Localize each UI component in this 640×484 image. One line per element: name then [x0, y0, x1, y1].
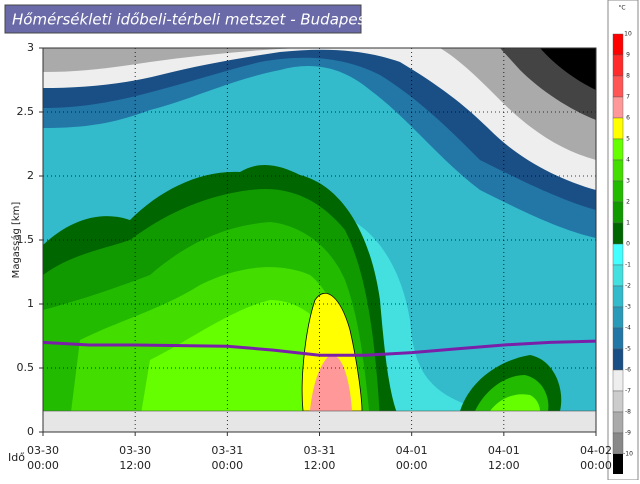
colorbar-tick-label: 0 [626, 241, 630, 248]
x-tick-sublabel: 00:00 [211, 459, 243, 472]
y-tick-label: 0 [27, 425, 34, 438]
colorbar-tick-label: -9 [625, 430, 631, 437]
colorbar-swatch [612, 117, 624, 140]
y-axis-label: Magasság [km] [10, 202, 22, 279]
colorbar-swatch [612, 33, 624, 56]
x-tick-label: 03-30 [119, 444, 151, 457]
y-tick-label: 2 [27, 169, 34, 182]
colorbar-swatch [612, 180, 624, 203]
colorbar-swatch [612, 348, 624, 371]
x-tick-sublabel: 12:00 [488, 459, 520, 472]
colorbar-tick-label: -2 [625, 283, 631, 290]
colorbar-tick-label: 10 [624, 31, 632, 38]
colorbar-swatch [612, 432, 624, 455]
x-tick-label: 03-31 [211, 444, 243, 457]
x-tick-sublabel: 12:00 [304, 459, 336, 472]
x-axis-label: Idő [8, 451, 25, 464]
colorbar-swatch [612, 75, 624, 98]
y-tick-label: 2.5 [17, 105, 35, 118]
x-tick-label: 04-02 [580, 444, 612, 457]
colorbar-swatch [612, 306, 624, 329]
colorbar-swatch [612, 138, 624, 161]
freezing-line [42, 339, 597, 357]
colorbar-tick-label: 8 [626, 73, 630, 80]
colorbar-tick-label: -10 [623, 451, 633, 458]
colorbar-tick-label: -3 [625, 304, 631, 311]
chart-title: Hőmérsékleti időbeli-térbeli metszet - B… [12, 11, 372, 29]
colorbar-swatch [612, 369, 624, 392]
colorbar-tick-label: -8 [625, 409, 631, 416]
colorbar-swatch [612, 201, 624, 224]
x-tick-label: 03-31 [304, 444, 336, 457]
colorbar-tick-label: -6 [625, 367, 631, 374]
colorbar-tick-label: 1 [626, 220, 630, 227]
colorbar-swatch [612, 390, 624, 413]
x-tick-sublabel: 00:00 [396, 459, 428, 472]
colorbar-swatch [612, 222, 624, 245]
colorbar-tick-label: -4 [625, 325, 631, 332]
x-tick-label: 04-01 [488, 444, 520, 457]
colorbar-tick-label: -1 [625, 262, 631, 269]
colorbar-swatch [612, 411, 624, 434]
colorbar-swatch [612, 243, 624, 266]
colorbar-swatch [612, 54, 624, 77]
colorbar-tick-label: 6 [626, 115, 630, 122]
colorbar-tick-label: 4 [626, 157, 630, 164]
colorbar-tick-label: -7 [625, 388, 631, 395]
colorbar-tick-label: 5 [626, 136, 630, 143]
x-tick-label: 03-30 [27, 444, 59, 457]
colorbar-swatch [612, 159, 624, 182]
colorbar-tick-label: 9 [626, 52, 630, 59]
x-tick-sublabel: 00:00 [27, 459, 59, 472]
colorbar-unit: °C [618, 5, 625, 12]
x-tick-sublabel: 12:00 [119, 459, 151, 472]
colorbar-below [613, 454, 623, 474]
y-tick-label: 1.5 [17, 233, 35, 246]
colorbar-swatch [612, 264, 624, 287]
colorbar-tick-label: 2 [626, 199, 630, 206]
y-tick-label: 1 [27, 297, 34, 310]
colorbar-tick-label: 3 [626, 178, 630, 185]
x-tick-label: 04-01 [396, 444, 428, 457]
colorbar-swatch [612, 96, 624, 119]
colorbar-tick-label: -5 [625, 346, 631, 353]
x-tick-sublabel: 00:00 [580, 459, 612, 472]
colorbar-swatch [612, 285, 624, 308]
title-box [4, 4, 362, 34]
y-tick-label: 0.5 [17, 361, 35, 374]
colorbar-tick-label: 7 [626, 94, 630, 101]
colorbar-swatch [612, 327, 624, 350]
y-tick-label: 3 [27, 41, 34, 54]
